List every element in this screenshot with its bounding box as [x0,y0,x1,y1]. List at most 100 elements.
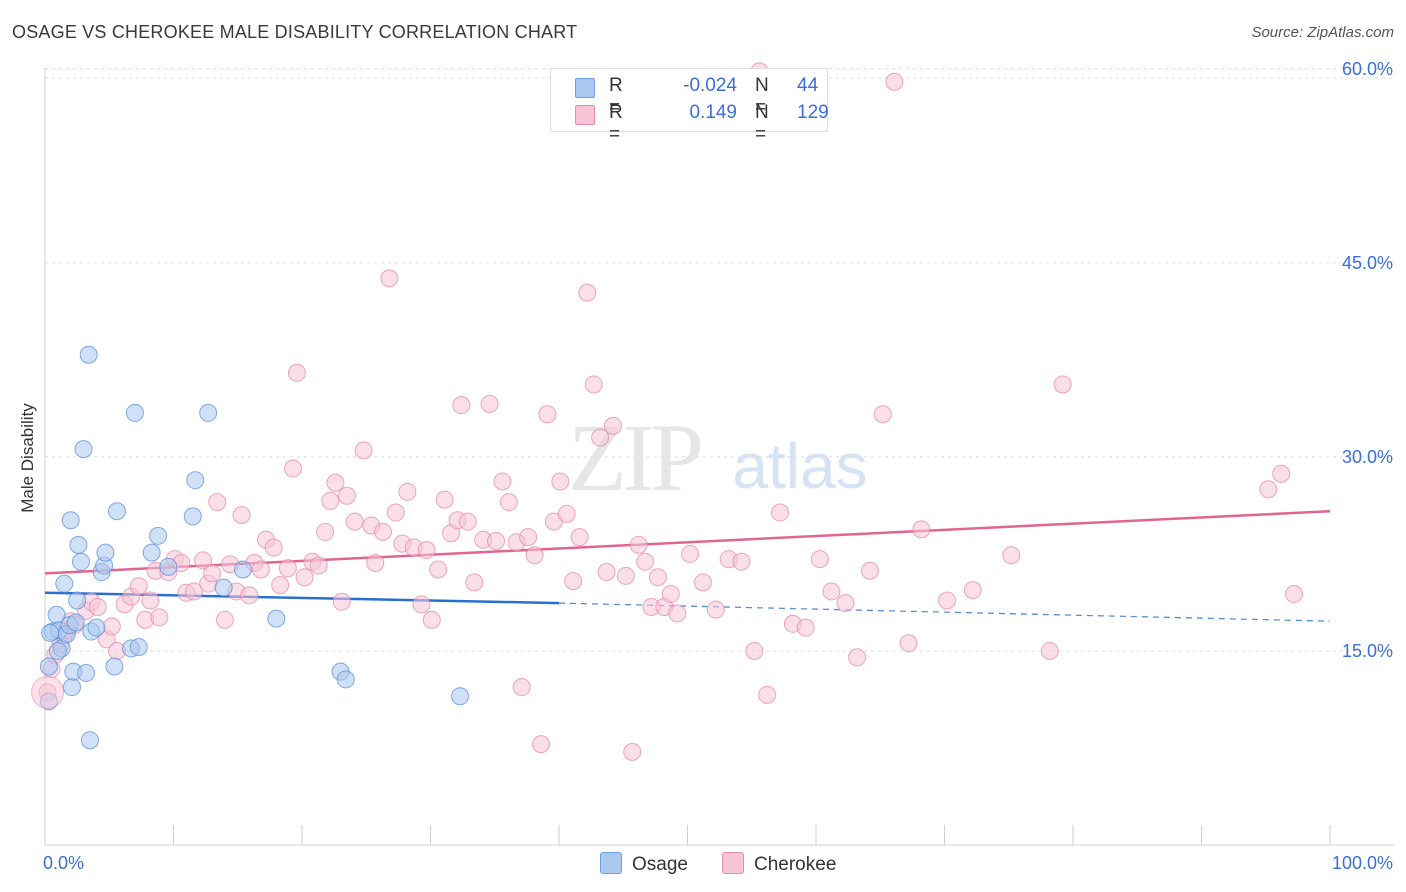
osage-point [267,609,286,628]
watermark: ZIP atlas [568,404,868,511]
cherokee-point [912,520,931,539]
cherokee-point [435,490,454,509]
cherokee-point [309,556,328,575]
cherokee-point [532,735,551,754]
osage-point [183,507,202,526]
x-tick-label: 0.0% [43,853,84,873]
cherokee-point [417,541,436,560]
osage-point [79,345,98,364]
cherokee-point [422,610,441,629]
cherokee-point [215,610,234,629]
y-axis-label: Male Disability [18,403,37,513]
cherokee-point [287,363,306,382]
cherokee-point [31,675,65,709]
cherokee-point [885,72,904,91]
cherokee-point [251,560,270,579]
cherokee-point [264,538,283,557]
osage-point [48,641,67,660]
cherokee-point [822,582,841,601]
cherokee-point [629,535,648,554]
cherokee-point [1053,375,1072,394]
cherokee-point [1272,464,1291,483]
cherokee-point [203,564,222,583]
cherokee-point [398,482,417,501]
n-value: 44 [797,75,819,96]
osage-point [233,560,252,579]
cherokee-point [570,528,589,547]
data-points [31,62,1304,761]
cherokee-point [380,269,399,288]
cherokee-point [452,396,471,415]
osage-point [336,670,355,689]
osage-point [142,543,161,562]
cherokee-point [732,552,751,571]
osage-point [39,657,58,676]
x-tick-labels: 0.0% 100.0% [43,853,1393,873]
cherokee-point [480,394,499,413]
source-label: Source: ZipAtlas.com [1251,24,1394,41]
cherokee-point [1259,480,1278,499]
osage-point [149,526,168,545]
cherokee-point [493,472,512,491]
cherokee-point [499,493,518,512]
osage-point [105,657,124,676]
cherokee-point [564,572,583,591]
osage-trend-extrapolation [558,602,1331,622]
cherokee-point [551,472,570,491]
cherokee-label: Cherokee [754,854,837,875]
cherokee-point [706,600,725,619]
osage-point [451,687,470,706]
cherokee-point [745,641,764,660]
cherokee-point [899,634,918,653]
cherokee-point [963,581,982,600]
osage-point [71,552,90,571]
cherokee-point [487,531,506,550]
cherokee-point [557,504,576,523]
cherokee-point [648,568,667,587]
cherokee-point [578,283,597,302]
legend-item-cherokee[interactable]: Cherokee [722,852,836,876]
osage-point [74,440,93,459]
n-label: N = [755,102,769,145]
r-value: 0.149 [689,102,737,123]
cherokee-point [337,486,356,505]
watermark-zip: ZIP [568,404,701,511]
cherokee-point [519,528,538,547]
r-label: R = [609,102,623,145]
cherokee-point [232,506,251,525]
cherokee-point [512,678,531,697]
osage-point [199,403,218,422]
correlation-legend: R = -0.024 N = 44 R = 0.149 N = 129 [550,68,829,145]
cherokee-point [141,591,160,610]
legend-item-osage[interactable]: Osage [600,852,688,876]
cherokee-point [373,522,392,541]
cherokee-point [668,604,687,623]
cherokee-point [278,559,297,578]
cherokee-point [636,552,655,571]
chart-title: OSAGE VS CHEROKEE MALE DISABILITY CORREL… [12,22,578,42]
cherokee-point [208,493,227,512]
cherokee-point [771,503,790,522]
cherokee-point [616,566,635,585]
cherokee-point [938,591,957,610]
cherokee-point [332,592,351,611]
cherokee-point [525,546,544,565]
cherokee-point [412,595,431,614]
r-value: -0.024 [683,75,737,96]
cherokee-point [796,618,815,637]
osage-point [129,638,148,657]
osage-point [55,574,74,593]
osage-point [159,557,178,576]
watermark-atlas: atlas [732,430,867,502]
cherokee-point [129,577,148,596]
n-label: N = [755,75,769,118]
axes [44,68,1395,846]
cherokee-point [1040,641,1059,660]
osage-point [125,403,144,422]
osage-point [68,591,87,610]
cherokee-point [354,441,373,460]
y-tick-label: 15.0% [1342,641,1393,661]
osage-point [77,663,96,682]
osage-label: Osage [632,854,688,875]
